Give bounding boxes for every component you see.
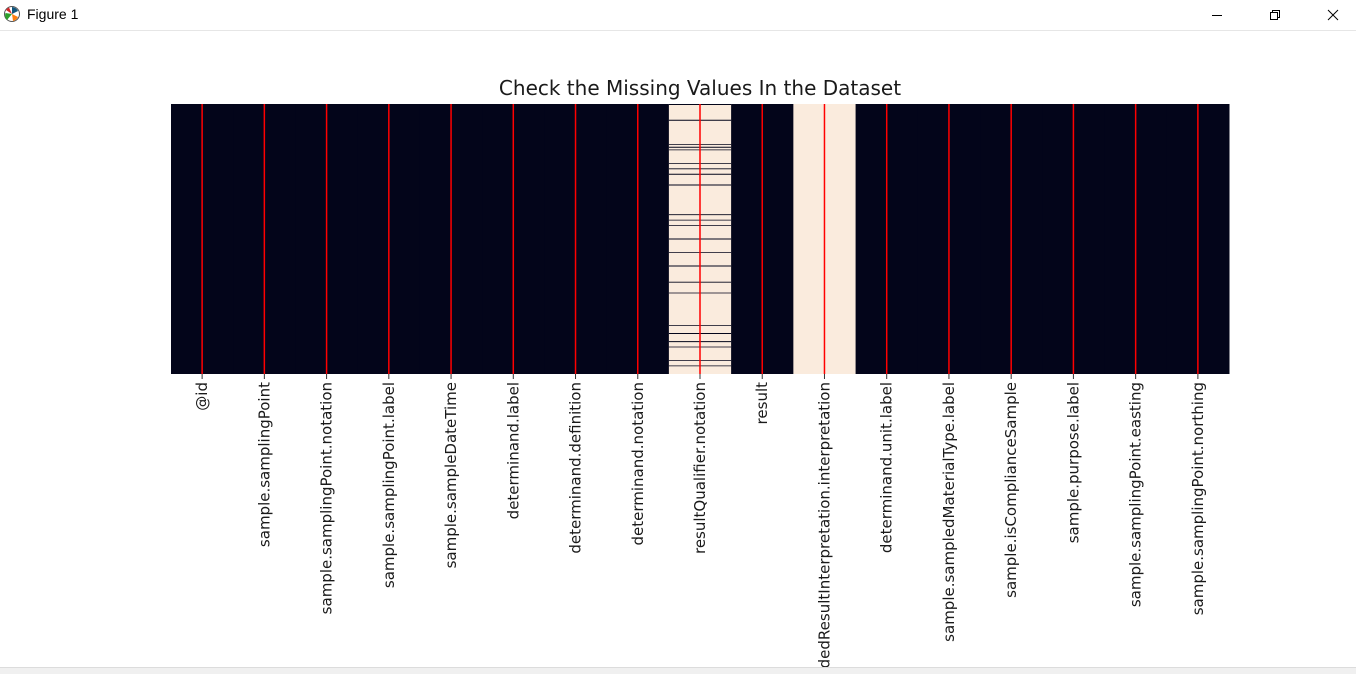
x-tick-label: sample.sampledMaterialType.label <box>940 382 958 642</box>
window-titlebar: Figure 1 <box>0 0 1356 31</box>
close-button[interactable] <box>1304 0 1356 30</box>
window-title: Figure 1 <box>27 6 79 22</box>
x-tick-label: determinand.unit.label <box>878 382 896 553</box>
x-tick-label: sample.samplingPoint.notation <box>318 382 336 614</box>
chart-title: Check the Missing Values In the Dataset <box>499 76 901 100</box>
x-tick-label: sample.sampleDateTime <box>442 382 460 568</box>
restore-icon <box>1270 10 1280 20</box>
x-tick-label: determinand.label <box>504 382 522 519</box>
minimize-icon <box>1212 15 1222 16</box>
x-tick-label: determinand.definition <box>567 382 585 554</box>
x-tick-label: resultQualifier.notation <box>691 382 709 554</box>
x-tick-label: sample.samplingPoint.easting <box>1127 382 1145 607</box>
x-tick-label: sample.isComplianceSample <box>1002 382 1020 598</box>
x-tick-label: sample.samplingPoint.label <box>380 382 398 588</box>
x-tick-label: determinand.notation <box>629 382 647 546</box>
matplotlib-logo-icon <box>4 6 20 22</box>
missing-values-heatmap: Check the Missing Values In the Dataset … <box>171 76 1230 667</box>
close-icon <box>1327 9 1339 21</box>
restore-button[interactable] <box>1246 0 1304 30</box>
x-tick-label: codedResultInterpretation.interpretation <box>815 382 833 667</box>
x-tick-label: sample.samplingPoint.northing <box>1189 382 1207 615</box>
x-tick-label: @id <box>193 382 211 411</box>
status-bar <box>0 667 1356 674</box>
x-tick-label: sample.samplingPoint <box>255 382 273 547</box>
x-tick-label: sample.purpose.label <box>1064 382 1082 543</box>
minimize-button[interactable] <box>1188 0 1246 30</box>
x-tick-label: result <box>753 382 771 425</box>
